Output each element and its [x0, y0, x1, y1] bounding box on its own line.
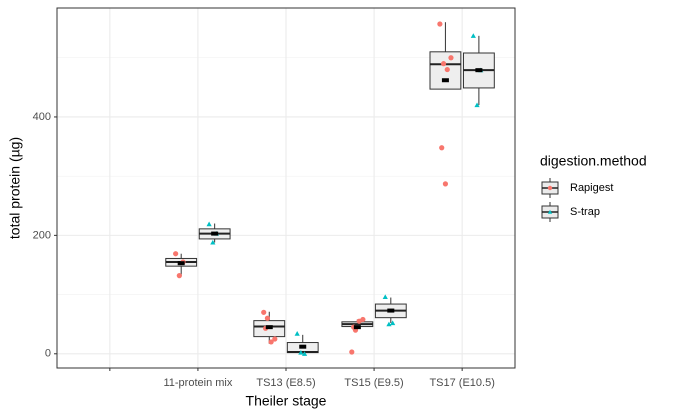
legend-key-point: [547, 209, 553, 214]
data-point: [206, 221, 212, 227]
mean-marker: [177, 261, 185, 266]
mean-marker: [387, 308, 395, 313]
data-point: [268, 339, 274, 345]
data-point: [173, 251, 179, 257]
x-tick-label: TS17 (E10.5): [429, 377, 494, 389]
data-point: [474, 102, 480, 108]
data-point: [470, 33, 476, 38]
data-point: [382, 294, 388, 300]
mean-marker: [441, 78, 449, 83]
x-axis-title: Theiler stage: [246, 393, 327, 409]
data-point: [272, 336, 278, 342]
data-point: [301, 351, 308, 356]
data-point: [442, 181, 449, 187]
y-axis-title: total protein (µg): [7, 137, 23, 239]
legend-label: S-trap: [570, 206, 600, 218]
data-point: [264, 315, 271, 321]
data-point: [444, 66, 450, 73]
y-tick-label: 0: [45, 348, 51, 360]
mean-marker: [299, 344, 307, 349]
data-point: [298, 350, 304, 355]
data-point: [210, 239, 216, 245]
mean-marker: [265, 325, 273, 330]
data-point: [448, 55, 454, 61]
data-point: [349, 349, 355, 355]
data-point: [439, 145, 445, 151]
mean-marker: [353, 325, 361, 330]
panel-border: [56, 7, 516, 369]
data-point: [176, 273, 182, 279]
data-point: [386, 321, 392, 327]
legend-key-point: [547, 185, 553, 191]
data-point: [440, 61, 447, 67]
x-tick-label: TS13 (E8.5): [256, 377, 315, 389]
data-point: [261, 309, 267, 315]
data-point: [390, 320, 396, 326]
data-point: [360, 316, 366, 323]
data-point: [437, 21, 443, 27]
x-tick-label: 11-protein mix: [163, 377, 232, 389]
legend-label: Rapigest: [570, 182, 613, 194]
mean-marker: [475, 68, 483, 73]
legend-title: digestion.method: [540, 153, 647, 169]
mean-marker: [211, 231, 219, 236]
y-tick-label: 200: [33, 229, 51, 241]
x-tick-label: TS15 (E9.5): [344, 377, 403, 389]
data-point: [294, 331, 300, 336]
y-tick-label: 400: [33, 111, 51, 123]
